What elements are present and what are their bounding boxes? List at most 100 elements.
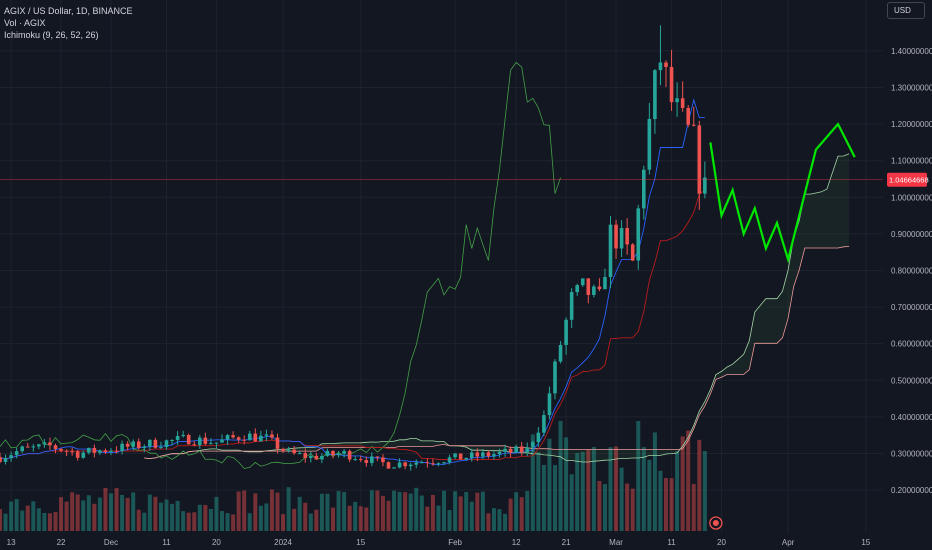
- candle-body: [48, 442, 52, 446]
- volume-bar: [81, 500, 86, 531]
- volume-bar: [75, 494, 80, 531]
- volume-bar: [25, 505, 30, 531]
- currency-button[interactable]: USD: [887, 2, 925, 19]
- candle-body: [270, 434, 274, 438]
- candle-body: [75, 451, 80, 458]
- candle-body: [242, 439, 246, 441]
- candle-body: [519, 446, 524, 453]
- tenkan-line: [0, 98, 705, 465]
- volume-bar: [220, 511, 224, 531]
- volume-bar: [292, 508, 297, 531]
- candle-body: [92, 447, 97, 453]
- candle-body: [353, 459, 357, 461]
- candle-body: [553, 361, 557, 394]
- candle-body: [131, 441, 135, 447]
- candle-body: [259, 435, 263, 442]
- ichimoku-indicator-label[interactable]: Ichimoku (9, 26, 52, 26): [4, 30, 99, 40]
- candle-body: [37, 444, 41, 447]
- candle-body: [170, 439, 174, 441]
- volume-bar: [186, 512, 191, 531]
- volume-bar: [569, 474, 574, 531]
- candle-body: [453, 453, 457, 458]
- time-axis[interactable]: 1322Dec1120202415Feb1221Mar1120Apr15May: [7, 538, 932, 547]
- volume-bar: [525, 491, 530, 531]
- volume-bar: [480, 491, 485, 531]
- volume-bar: [114, 488, 119, 531]
- candle-body: [175, 436, 180, 440]
- candle-body: [697, 125, 702, 194]
- volume-bar: [430, 494, 435, 531]
- volume-bar: [575, 453, 580, 531]
- volume-bar: [314, 509, 319, 531]
- volume-bar: [247, 513, 252, 531]
- volume-bar: [258, 505, 263, 531]
- candle-body: [370, 456, 374, 463]
- volume-bar: [192, 512, 197, 531]
- volume-bar: [469, 501, 474, 531]
- volume-bar: [142, 512, 147, 531]
- volume-bar: [386, 500, 391, 531]
- candle-body: [331, 450, 335, 456]
- x-tick-label-13: Apr: [782, 538, 795, 547]
- grid: [0, 0, 883, 533]
- volume-bar: [331, 507, 335, 531]
- volume-bar: [419, 495, 424, 531]
- volume-bar: [369, 490, 374, 531]
- candle-body: [220, 439, 224, 443]
- volume-bar: [336, 490, 341, 531]
- volume-bar: [447, 510, 452, 531]
- volume-bar: [308, 513, 313, 531]
- volume-bar: [36, 508, 41, 531]
- y-tick-label-9: 0.50000000: [891, 376, 932, 385]
- volume-bar: [208, 508, 213, 531]
- volume-bar: [92, 503, 97, 531]
- candle-body: [492, 454, 496, 457]
- candle-body: [558, 344, 563, 362]
- x-tick-label-11: 11: [667, 538, 676, 547]
- candle-body: [642, 169, 646, 209]
- candle-body: [514, 446, 518, 453]
- event-marker-icon: [709, 516, 723, 530]
- candle-body: [392, 467, 396, 469]
- volume-bar: [380, 495, 385, 531]
- volume-bar: [170, 503, 175, 531]
- volume-bar: [120, 494, 125, 531]
- candle-body: [569, 292, 574, 320]
- candle-body: [542, 415, 546, 433]
- volume-indicator-label[interactable]: Vol · AGIX: [4, 18, 46, 28]
- volume-bar: [147, 494, 152, 531]
- volume-bar: [242, 490, 247, 531]
- volume-bar: [0, 509, 2, 531]
- x-tick-label-0: 13: [7, 538, 16, 547]
- candle-body: [192, 444, 197, 446]
- volume-bar: [347, 505, 352, 531]
- candle-body: [536, 432, 541, 443]
- volume-bar: [519, 497, 524, 531]
- y-tick-label-0: 1.40000000: [891, 47, 932, 56]
- candle-body: [408, 464, 413, 467]
- candle-body: [625, 228, 629, 245]
- volume-bar: [14, 499, 19, 531]
- candle-body: [431, 463, 435, 465]
- candle-body: [403, 462, 407, 467]
- volume-bar: [414, 487, 419, 531]
- volume-bar: [20, 510, 25, 531]
- candle-body: [81, 452, 86, 458]
- volume-bar: [70, 492, 75, 531]
- candle-body: [614, 224, 618, 249]
- chart-title[interactable]: AGIX / US Dollar, 1D, BINANCE: [4, 6, 133, 16]
- volume-bar: [641, 447, 646, 531]
- candle-body: [586, 278, 591, 295]
- candle-body: [159, 447, 163, 449]
- candle-body: [231, 435, 235, 438]
- volume-bar: [47, 513, 52, 531]
- event-markers: [709, 516, 723, 530]
- volume-bar: [625, 483, 630, 531]
- candle-body: [525, 447, 530, 453]
- volume-bar: [342, 492, 347, 531]
- price-axis[interactable]: 1.40000000 1.30000000 1.20000000 1.10000000…: [891, 47, 932, 495]
- candle-body: [475, 452, 480, 457]
- candle-body: [314, 455, 319, 460]
